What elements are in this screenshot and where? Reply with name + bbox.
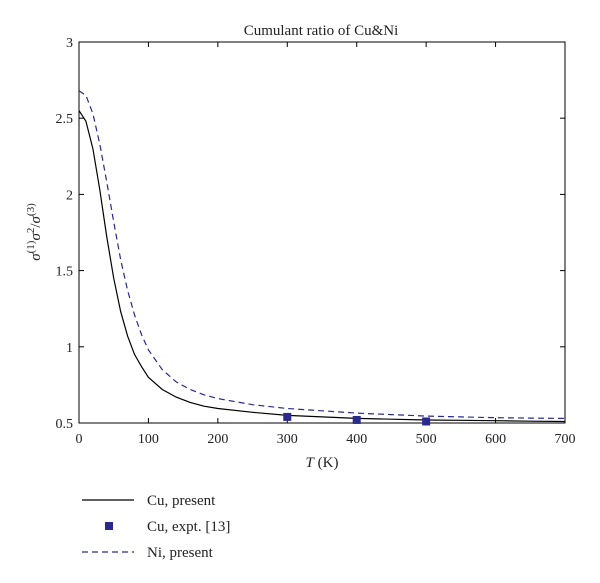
y-label-sup-1: (1) [25, 240, 37, 253]
x-axis-unit: (K) [314, 455, 339, 471]
x-axis-variable: T [306, 455, 316, 471]
y-label-sigma-2: σ [28, 233, 44, 241]
y-tick-label: 2.5 [56, 112, 74, 127]
ni-present-line [78, 90, 566, 419]
y-tick-label: 1.5 [56, 265, 74, 280]
x-tick-label: 100 [138, 432, 159, 447]
x-tick-label: 0 [76, 432, 83, 447]
chart-title: Cumulant ratio of Cu&Ni [244, 23, 399, 39]
y-label-slash: / [28, 223, 44, 228]
x-axis-label: T (K) [306, 455, 339, 471]
legend-cu-expt-swatch [105, 522, 113, 530]
cu-present-line [78, 110, 566, 423]
cu-expt-point [283, 412, 292, 421]
y-label-sigma-3: σ [28, 215, 44, 223]
cu-expt-point [352, 415, 361, 424]
legend: Cu, present Cu, expt. [13] Ni, present [82, 493, 230, 561]
y-axis-label: σ(1)σ2/σ(3) [25, 203, 44, 261]
y-tick-label: 0.5 [56, 417, 74, 432]
cu-expt-point [422, 417, 431, 426]
x-axis-ticks: 0 100 200 300 400 500 600 700 [76, 42, 576, 447]
x-tick-label: 200 [207, 432, 228, 447]
x-tick-label: 400 [346, 432, 367, 447]
x-tick-label: 500 [416, 432, 437, 447]
y-label-sigma-1: σ [28, 253, 44, 261]
y-axis-ticks: 0.5 1 1.5 2 2.5 3 [56, 36, 565, 432]
y-tick-label: 3 [66, 36, 73, 51]
series-layer [78, 90, 566, 426]
legend-ni-present-label: Ni, present [147, 545, 214, 561]
x-tick-label: 600 [485, 432, 506, 447]
y-tick-label: 2 [66, 188, 73, 203]
plot-area-frame [78, 41, 566, 424]
legend-cu-present-label: Cu, present [147, 493, 216, 509]
y-label-sup-2: 2 [25, 228, 37, 234]
x-tick-label: 300 [277, 432, 298, 447]
legend-cu-expt-label: Cu, expt. [13] [147, 519, 230, 535]
y-label-sup-3: (3) [25, 203, 37, 216]
y-tick-label: 1 [66, 341, 73, 356]
x-tick-label: 700 [555, 432, 576, 447]
